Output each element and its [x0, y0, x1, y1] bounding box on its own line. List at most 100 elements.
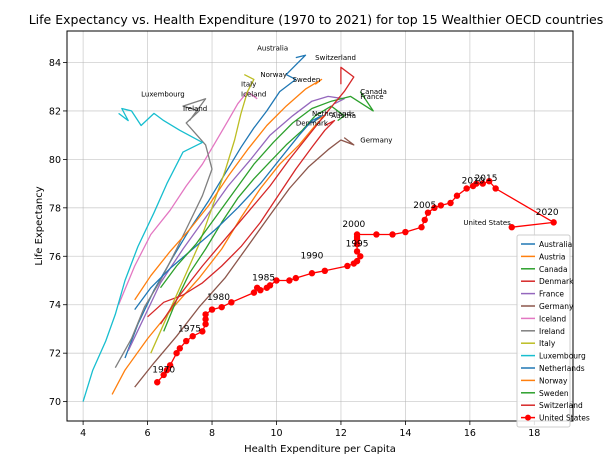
data-point-united-states — [486, 177, 493, 185]
legend-label-france: France — [539, 290, 564, 299]
year-label: 1980 — [207, 293, 230, 303]
legend-label-united-states: United States — [539, 414, 590, 423]
data-point-united-states — [308, 270, 316, 277]
data-point-united-states — [321, 267, 329, 275]
data-point-united-states — [463, 185, 470, 192]
data-point-united-states — [353, 231, 361, 238]
data-point-united-states — [453, 192, 461, 199]
legend-label-sweden: Sweden — [539, 389, 569, 398]
data-point-united-states — [353, 240, 361, 248]
end-label-denmark: Denmark — [296, 119, 329, 127]
axes: 4 6 8 10 12 14 16 18 70 72 74 76 78 80 82 84 — [49, 58, 540, 439]
legend-label-canada: Canada — [539, 265, 568, 274]
data-point-united-states — [357, 253, 364, 260]
year-label: 1995 — [346, 240, 369, 250]
series-luxembourg — [82, 107, 204, 402]
data-point-united-states — [166, 362, 174, 369]
legend-label-norway: Norway — [539, 376, 568, 385]
legend-label-italy: Italy — [539, 339, 556, 348]
x-tick-label: 6 — [145, 428, 151, 439]
series-line-denmark — [147, 119, 336, 318]
annotations: Australia Austria Canada Denmark France Germa… — [141, 44, 559, 375]
series-line-france — [127, 95, 345, 352]
y-tick-label: 72 — [49, 349, 61, 360]
y-tick-label: 74 — [49, 300, 61, 311]
series-ireland — [114, 98, 213, 369]
x-tick-label: 12 — [335, 428, 347, 439]
series-united-states — [154, 177, 557, 386]
data-point-united-states — [508, 224, 515, 231]
legend-marker-united-states — [525, 414, 531, 421]
legend-label-switzerland: Switzerland — [539, 401, 583, 410]
data-point-united-states — [199, 328, 206, 335]
series-line-switzerland — [159, 66, 355, 325]
series-line-germany — [134, 137, 355, 388]
end-label-australia: Australia — [257, 44, 288, 52]
series-italy — [150, 74, 255, 354]
legend-label-germany: Germany — [539, 302, 574, 311]
data-point-united-states — [437, 202, 445, 209]
data-point-united-states — [492, 185, 499, 192]
data-point-united-states — [202, 316, 209, 323]
series-line-iceland — [117, 90, 258, 305]
legend-box — [516, 234, 571, 428]
year-label: 2020 — [536, 208, 559, 218]
series-line-united-states — [156, 180, 555, 383]
data-point-united-states — [424, 209, 432, 216]
y-tick-label: 70 — [49, 397, 61, 408]
end-label-switzerland: Switzerland — [315, 54, 356, 62]
legend-label-australia: Australia — [539, 240, 572, 249]
year-label: 2010 — [462, 177, 485, 187]
series-iceland — [117, 90, 258, 305]
end-label-france: France — [360, 93, 383, 101]
data-point-united-states — [228, 299, 235, 306]
series-germany — [134, 137, 355, 388]
data-point-united-states — [160, 371, 167, 379]
series-line-canada — [163, 105, 345, 332]
end-label-norway: Norway — [260, 71, 287, 79]
x-tick-label: 10 — [270, 428, 282, 439]
data-point-united-states — [353, 248, 361, 255]
data-point-united-states — [202, 320, 209, 328]
data-point-united-states — [353, 257, 361, 265]
end-label-italy: Italy — [241, 81, 256, 89]
data-point-united-states — [447, 199, 454, 207]
year-label: 2000 — [342, 220, 365, 230]
year-label: 2005 — [413, 201, 436, 211]
end-label-ireland: Ireland — [183, 105, 207, 113]
data-point-united-states — [173, 349, 180, 357]
end-label-iceland: Iceland — [241, 90, 266, 98]
data-point-united-states — [273, 277, 280, 284]
series-line-ireland — [114, 98, 213, 369]
end-label-germany: Germany — [360, 136, 392, 144]
data-point-united-states — [250, 289, 258, 296]
year-label: 1975 — [178, 324, 201, 334]
end-label-united-states: United States — [463, 219, 511, 227]
y-tick-label: 76 — [49, 252, 61, 263]
data-point-united-states — [266, 282, 274, 289]
y-tick-label: 78 — [49, 203, 61, 214]
data-point-united-states — [286, 277, 293, 284]
chart-title: Life Expectancy vs. Health Expenditure (… — [29, 12, 604, 27]
series-line-austria — [111, 115, 326, 395]
data-point-united-states — [257, 286, 264, 294]
data-point-united-states — [189, 333, 196, 340]
data-point-united-states — [373, 231, 380, 238]
data-point-united-states — [402, 228, 409, 236]
legend-label-ireland: Ireland — [539, 327, 565, 336]
series-line-sweden — [159, 91, 374, 289]
end-label-luxembourg: Luxembourg — [141, 90, 185, 98]
x-tick-label: 4 — [80, 428, 86, 439]
plot-frame — [66, 30, 574, 422]
series-switzerland — [159, 66, 355, 325]
series-norway — [134, 78, 323, 301]
series-france — [127, 95, 345, 352]
series-line-netherlands — [134, 115, 323, 310]
end-label-canada: Canada — [360, 88, 387, 96]
series-sweden — [159, 91, 374, 289]
series-denmark — [147, 119, 336, 318]
end-label-austria: Austria — [331, 112, 356, 120]
data-point-united-states — [389, 231, 396, 238]
data-point-united-states — [202, 311, 209, 318]
